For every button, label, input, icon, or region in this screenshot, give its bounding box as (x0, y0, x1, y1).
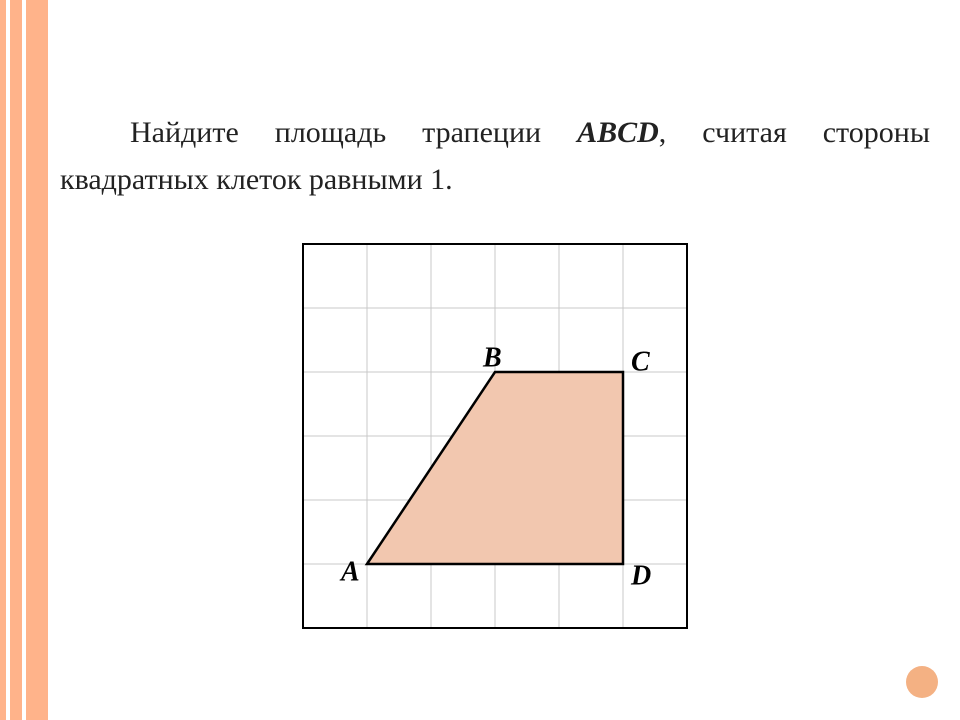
content-area: Найдите площадь трапеции ABCD, считая ст… (60, 80, 930, 634)
problem-abcd: ABCD (577, 116, 659, 149)
svg-text:C: C (631, 346, 650, 377)
trapezoid-grid-figure: A B C D (297, 238, 693, 634)
svg-text:A: A (339, 556, 360, 587)
corner-dot-icon (906, 666, 938, 698)
problem-text: Найдите площадь трапеции ABCD, считая ст… (60, 110, 930, 203)
problem-prefix: Найдите площадь трапеции (130, 116, 577, 149)
left-accent-stripes (0, 0, 48, 720)
stripe-5 (26, 0, 48, 720)
figure-container: A B C D (60, 238, 930, 634)
stripe-3 (10, 0, 22, 720)
svg-text:D: D (630, 560, 651, 591)
svg-text:B: B (482, 342, 502, 373)
